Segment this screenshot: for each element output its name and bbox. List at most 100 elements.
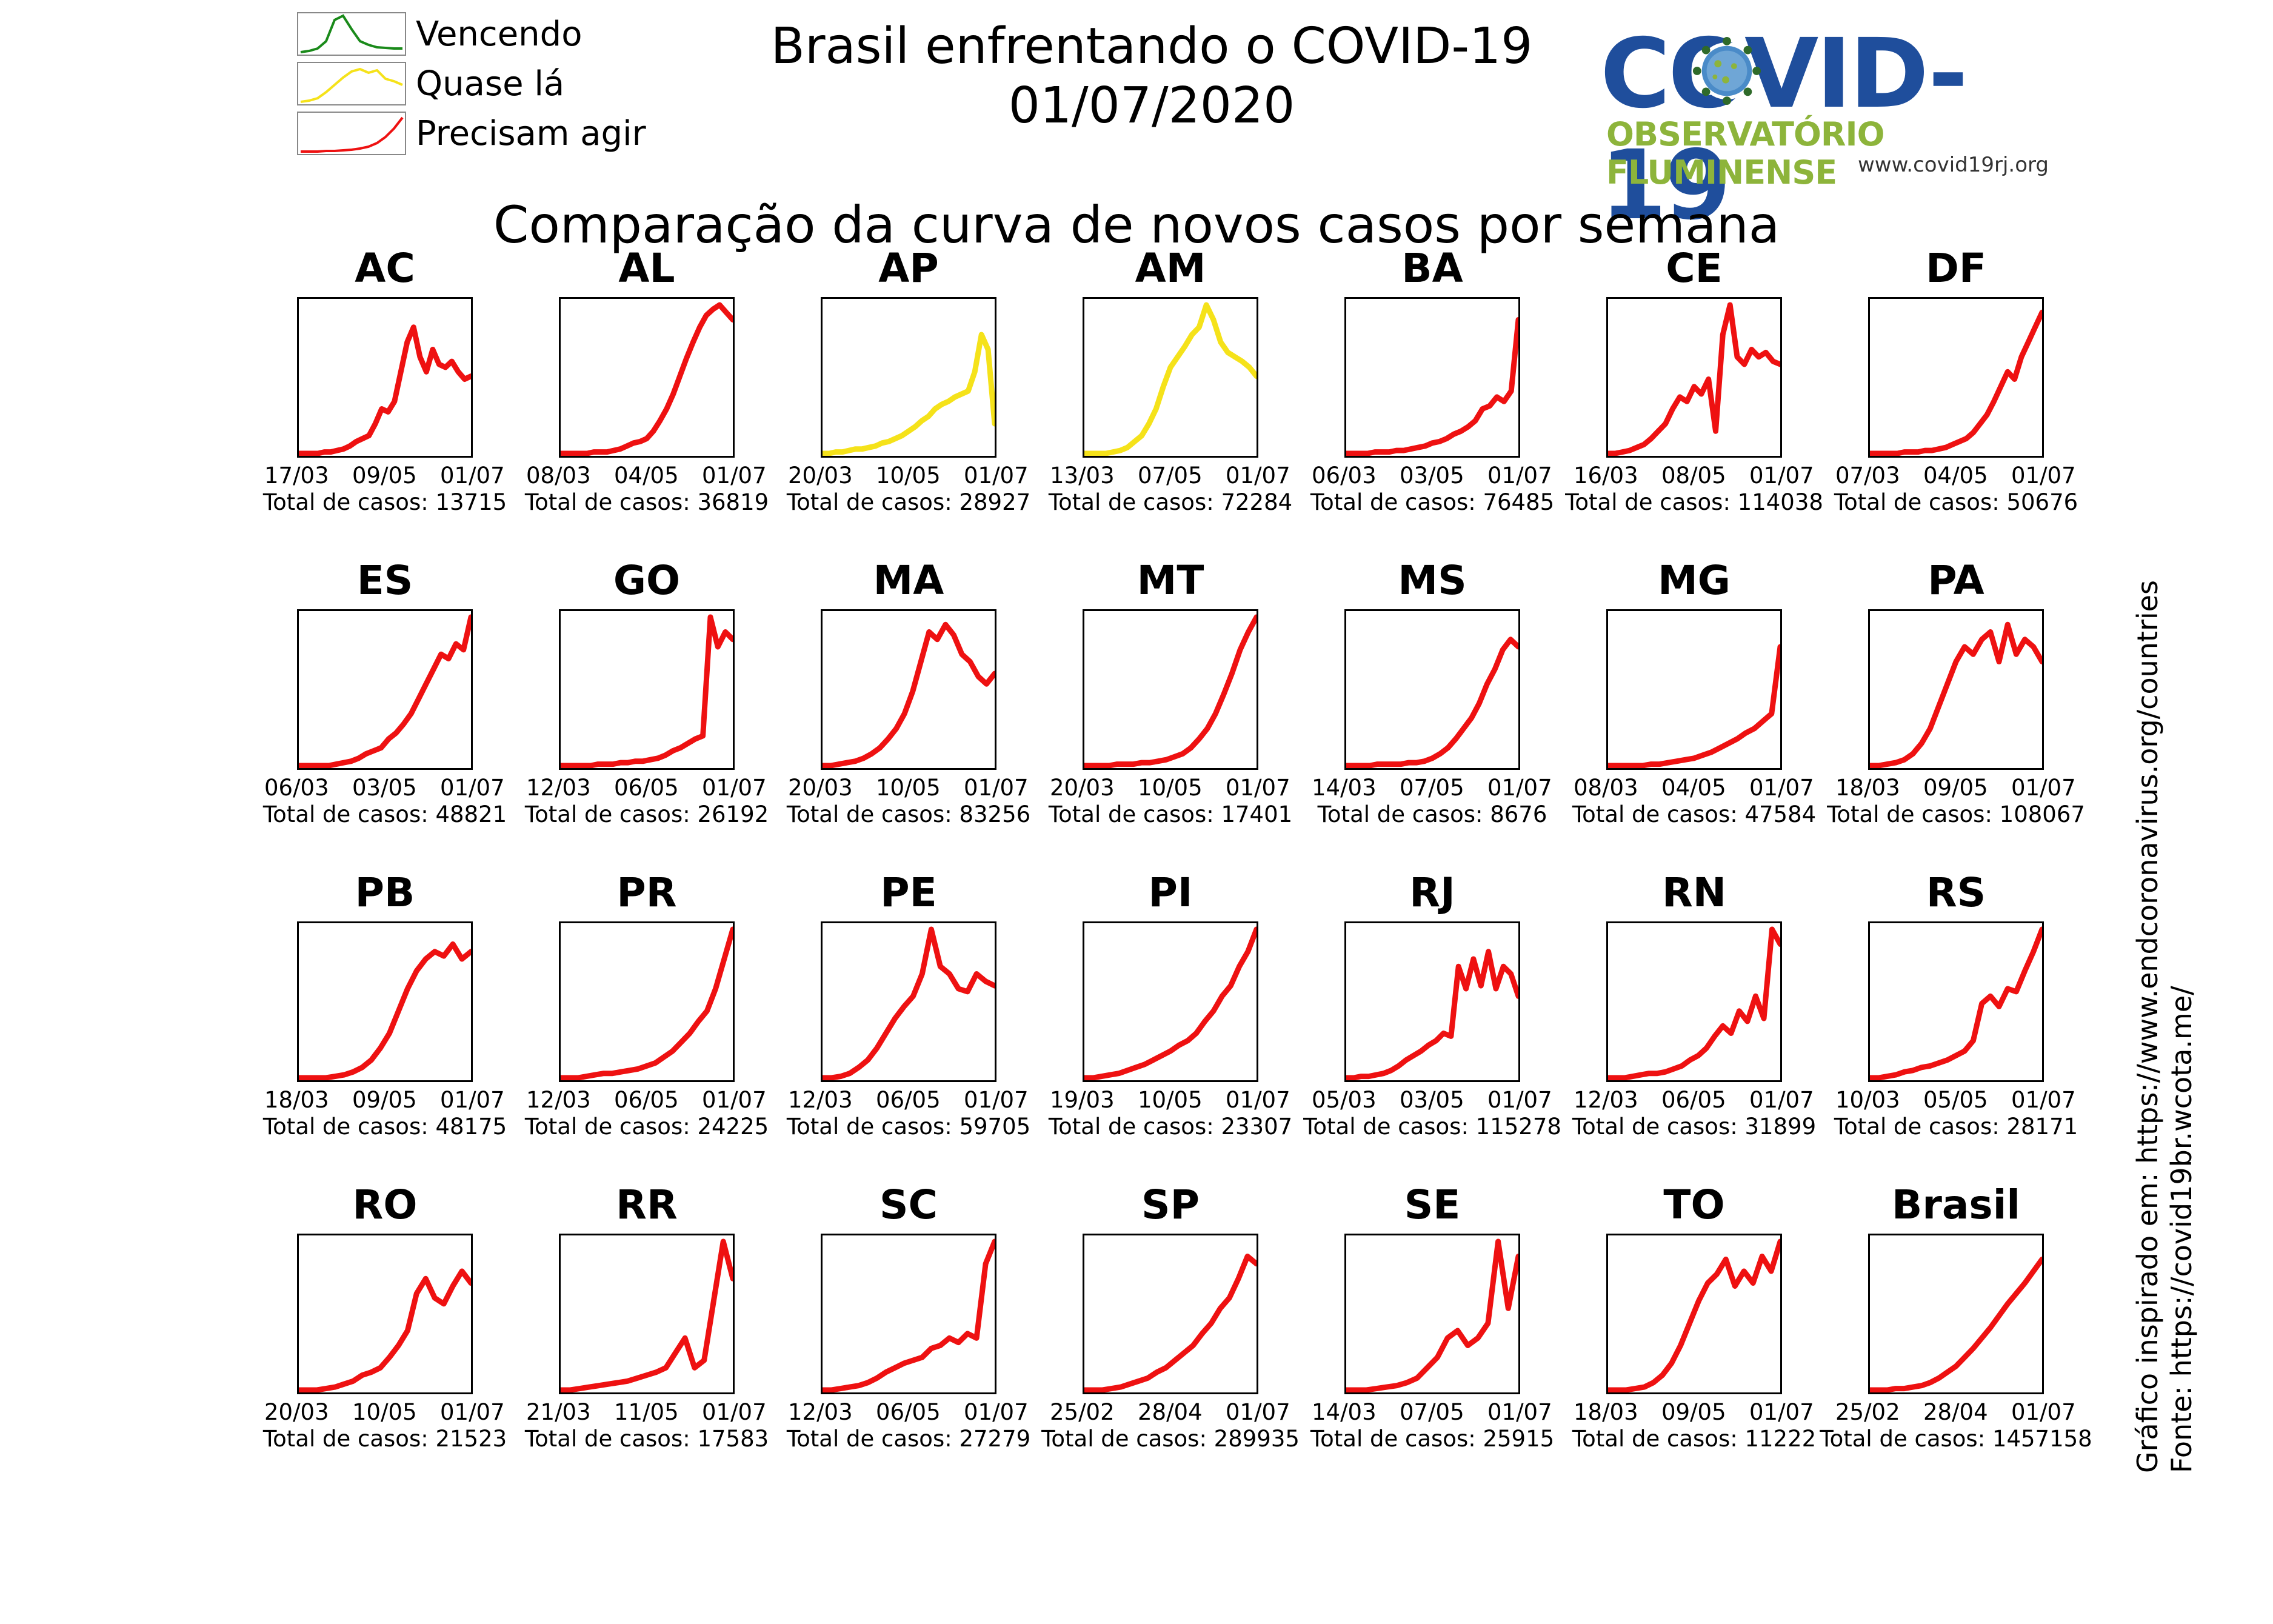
panel-title: PB [355, 869, 415, 916]
total-cases-label: Total de casos: 83256 [786, 801, 1031, 827]
series-line-rs [1870, 926, 2042, 1080]
x-tick-label: 10/05 [1138, 775, 1203, 801]
legend-label: Quase lá [416, 64, 565, 104]
x-tick-label: 01/07 [1487, 1087, 1552, 1113]
panel-title: AL [618, 245, 675, 292]
total-cases-label: Total de casos: 289935 [1041, 1426, 1300, 1452]
x-tick-label: 20/03 [1050, 775, 1115, 801]
panel-plot-area [1083, 921, 1258, 1082]
series-line-am [1084, 302, 1257, 456]
panel-plot-area [1606, 921, 1782, 1082]
virus-icon [1692, 36, 1761, 105]
x-tick-label: 01/07 [964, 463, 1029, 489]
x-tick-label: 01/07 [964, 1087, 1029, 1113]
x-tick-label: 01/07 [1487, 1399, 1552, 1425]
x-tick-label: 01/07 [1749, 1087, 1814, 1113]
series-line-mt [1084, 614, 1257, 768]
x-tick-label: 20/03 [788, 463, 853, 489]
chart-subtitle: Comparação da curva de novos casos por s… [493, 195, 1780, 255]
x-tick-label: 16/03 [1574, 463, 1638, 489]
panel-title: RJ [1409, 869, 1455, 916]
x-tick-label: 01/07 [1487, 463, 1552, 489]
panel-svg [561, 1238, 733, 1392]
panel-title: TO [1663, 1181, 1725, 1228]
x-tick-label: 01/07 [964, 1399, 1029, 1425]
x-tick-label: 03/05 [1400, 463, 1464, 489]
total-cases-label: Total de casos: 47584 [1572, 801, 1817, 827]
panel-svg [299, 941, 471, 1080]
legend-line-red [301, 116, 404, 153]
panel-svg [823, 926, 995, 1080]
panel-plot-area [559, 1234, 735, 1394]
panel-title: PE [880, 869, 937, 916]
x-tick-label: 07/03 [1835, 463, 1900, 489]
panel-title: PI [1148, 869, 1193, 916]
x-tick-label: 08/05 [1661, 463, 1726, 489]
panel-svg [1608, 644, 1780, 768]
x-tick-label: 01/07 [1226, 775, 1290, 801]
total-cases-label: Total de casos: 59705 [786, 1114, 1031, 1140]
x-tick-label: 03/05 [352, 775, 417, 801]
series-line-sc [823, 1238, 995, 1392]
x-tick-label: 06/05 [614, 775, 679, 801]
panel-title: ES [356, 557, 413, 604]
total-cases-label: Total de casos: 48175 [262, 1114, 507, 1140]
series-line-mg [1608, 644, 1780, 768]
x-tick-label: 01/07 [1487, 775, 1552, 801]
total-cases-label: Total de casos: 36819 [524, 489, 769, 515]
series-line-to [1608, 1238, 1780, 1392]
total-cases-label: Total de casos: 1457158 [1820, 1426, 2092, 1452]
total-cases-label: Total de casos: 108067 [1827, 801, 2085, 827]
series-line-pa [1870, 621, 2042, 768]
panel-plot-area [1344, 1234, 1520, 1394]
legend-swatch-red [297, 112, 406, 155]
series-line-al [561, 302, 733, 456]
legend-item-quase-la: Quase lá [297, 62, 661, 105]
x-tick-label: 07/05 [1400, 775, 1464, 801]
panel-title: PA [1928, 557, 1984, 604]
panel-svg [561, 614, 733, 768]
panel-title: RS [1926, 869, 1986, 916]
panel-plot-area [1606, 297, 1782, 458]
x-tick-label: 01/07 [702, 775, 767, 801]
series-line-ba [1346, 317, 1518, 456]
total-cases-label: Total de casos: 23307 [1048, 1114, 1293, 1140]
logo-subtitle: OBSERVATÓRIO FLUMINENSE [1606, 115, 1884, 192]
x-tick-label: 28/04 [1923, 1399, 1988, 1425]
logo: COVID-19 OBSERVATÓRIO FLUMINENSE www.cov… [1600, 18, 2049, 241]
x-tick-label: 06/05 [876, 1087, 941, 1113]
panel-title: AC [355, 245, 415, 292]
panel-svg [1346, 317, 1518, 456]
x-tick-label: 06/05 [614, 1087, 679, 1113]
x-tick-label: 01/07 [2011, 775, 2076, 801]
series-line-go [561, 614, 733, 768]
total-cases-label: Total de casos: 13715 [262, 489, 507, 515]
x-tick-label: 17/03 [264, 463, 329, 489]
panel-plot-area [1606, 609, 1782, 770]
x-tick-label: 18/03 [1835, 775, 1900, 801]
panel-plot-area [1083, 297, 1258, 458]
x-tick-label: 06/03 [264, 775, 329, 801]
x-tick-label: 01/07 [440, 463, 505, 489]
panel-plot-area [559, 921, 735, 1082]
total-cases-label: Total de casos: 76485 [1310, 489, 1555, 515]
panel-plot-area [821, 1234, 996, 1394]
series-line-ms [1346, 637, 1518, 768]
x-tick-label: 01/07 [964, 775, 1029, 801]
panel-title: SP [1141, 1181, 1200, 1228]
total-cases-label: Total de casos: 27279 [786, 1426, 1031, 1452]
legend-swatch-green [297, 12, 406, 56]
x-tick-label: 10/05 [876, 463, 941, 489]
x-tick-label: 04/05 [1661, 775, 1726, 801]
total-cases-label: Total de casos: 21523 [262, 1426, 507, 1452]
legend-line-green [300, 14, 402, 53]
x-tick-label: 09/05 [1661, 1399, 1726, 1425]
x-tick-label: 01/07 [702, 463, 767, 489]
series-line-sp [1084, 1254, 1257, 1392]
panel-svg [299, 324, 471, 456]
panel-title: RR [616, 1181, 678, 1228]
series-line-pe [823, 926, 995, 1080]
panel-plot-area [559, 297, 735, 458]
panel-svg [299, 614, 471, 768]
panel-svg [1608, 926, 1780, 1080]
